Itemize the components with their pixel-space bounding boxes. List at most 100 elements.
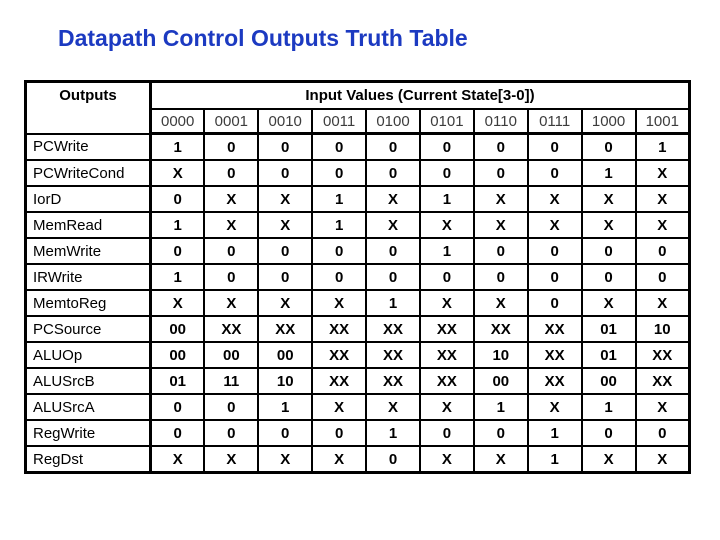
- value-cell: 0: [526, 159, 583, 187]
- value-cell: X: [634, 393, 691, 421]
- value-cell: 1: [472, 393, 529, 421]
- row-label: IorD: [24, 185, 152, 213]
- value-cell: 0: [580, 419, 637, 447]
- table-row: IRWrite 1 0 0 0 0 0 0 0 0 0: [24, 263, 691, 291]
- value-cell: 0: [634, 263, 691, 291]
- value-cell: XX: [634, 367, 691, 395]
- row-label: ALUSrcB: [24, 367, 152, 395]
- value-cell: 0: [526, 289, 583, 317]
- state-column-header: 0101: [418, 108, 475, 135]
- value-cell: X: [634, 289, 691, 317]
- state-column-header: 0110: [472, 108, 529, 135]
- value-cell: X: [257, 185, 314, 213]
- value-cell: 11: [203, 367, 260, 395]
- value-cell: 0: [472, 419, 529, 447]
- value-cell: 0: [257, 237, 314, 265]
- value-cell: 1: [365, 289, 421, 317]
- value-cell: 1: [311, 211, 368, 239]
- value-cell: 00: [257, 341, 314, 369]
- table-row: PCWrite 1 0 0 0 0 0 0 0 0 1: [24, 132, 691, 161]
- value-cell: X: [311, 289, 368, 317]
- value-cell: 0: [634, 237, 691, 265]
- value-cell: X: [149, 445, 206, 474]
- row-label: MemWrite: [24, 237, 152, 265]
- value-cell: 0: [203, 132, 260, 161]
- value-cell: 0: [149, 419, 206, 447]
- value-cell: 0: [311, 419, 368, 447]
- value-cell: 0: [472, 263, 529, 291]
- value-cell: 00: [203, 341, 260, 369]
- value-cell: 0: [311, 237, 368, 265]
- value-cell: XX: [311, 341, 368, 369]
- state-column-header: 0000: [149, 108, 206, 135]
- value-cell: XX: [311, 315, 368, 343]
- value-cell: X: [203, 445, 260, 474]
- value-cell: 1: [526, 419, 583, 447]
- value-cell: XX: [365, 341, 421, 369]
- value-cell: XX: [526, 367, 583, 395]
- state-column-header: 1000: [580, 108, 637, 135]
- value-cell: X: [257, 289, 314, 317]
- value-cell: 01: [580, 341, 637, 369]
- value-cell: X: [634, 159, 691, 187]
- row-label: MemRead: [24, 211, 152, 239]
- state-column-header: 0010: [257, 108, 314, 135]
- value-cell: 0: [365, 159, 421, 187]
- state-column-header: 0100: [365, 108, 421, 135]
- value-cell: X: [580, 211, 637, 239]
- value-cell: 01: [580, 315, 637, 343]
- value-cell: X: [311, 445, 368, 474]
- value-cell: X: [257, 445, 314, 474]
- value-cell: X: [580, 445, 637, 474]
- state-column-header: 0011: [311, 108, 368, 135]
- value-cell: 0: [365, 263, 421, 291]
- value-cell: X: [203, 289, 260, 317]
- value-cell: 0: [203, 419, 260, 447]
- value-cell: 0: [311, 263, 368, 291]
- value-cell: 1: [418, 185, 475, 213]
- value-cell: 00: [580, 367, 637, 395]
- value-cell: 0: [472, 132, 529, 161]
- value-cell: X: [418, 289, 475, 317]
- value-cell: X: [418, 445, 475, 474]
- value-cell: 0: [526, 132, 583, 161]
- row-label: RegDst: [24, 445, 152, 474]
- value-cell: XX: [526, 341, 583, 369]
- value-cell: X: [203, 211, 260, 239]
- truth-table: Outputs Input Values (Current State[3-0]…: [24, 80, 691, 474]
- value-cell: X: [634, 211, 691, 239]
- row-label: IRWrite: [24, 263, 152, 291]
- value-cell: X: [418, 393, 475, 421]
- value-cell: 01: [149, 367, 206, 395]
- table-row: MemWrite 0 0 0 0 0 1 0 0 0 0: [24, 237, 691, 265]
- state-column-header: 1001: [634, 108, 691, 135]
- value-cell: X: [472, 445, 529, 474]
- value-cell: XX: [257, 315, 314, 343]
- value-cell: X: [526, 393, 583, 421]
- value-cell: XX: [418, 315, 475, 343]
- value-cell: XX: [418, 367, 475, 395]
- table-row: PCSource 00 XX XX XX XX XX XX XX 01 10: [24, 315, 691, 343]
- value-cell: 1: [149, 263, 206, 291]
- value-cell: 0: [634, 419, 691, 447]
- value-cell: 1: [418, 237, 475, 265]
- row-label: PCWrite: [24, 132, 152, 161]
- value-cell: 0: [203, 237, 260, 265]
- table-header-row: Outputs Input Values (Current State[3-0]…: [24, 80, 691, 135]
- value-cell: 0: [580, 263, 637, 291]
- value-cell: 1: [365, 419, 421, 447]
- value-cell: 0: [203, 263, 260, 291]
- value-cell: 0: [526, 237, 583, 265]
- value-cell: 0: [472, 237, 529, 265]
- table-row: PCWriteCond X 0 0 0 0 0 0 0 1 X: [24, 159, 691, 187]
- value-cell: 0: [203, 393, 260, 421]
- table-row: RegDst X X X X 0 X X 1 X X: [24, 445, 691, 474]
- state-columns-row: 0000 0001 0010 0011 0100 0101 0110 0111 1000 1001: [26, 108, 691, 135]
- value-cell: X: [203, 185, 260, 213]
- value-cell: X: [311, 393, 368, 421]
- value-cell: 1: [311, 185, 368, 213]
- value-cell: 0: [257, 419, 314, 447]
- value-cell: 0: [580, 132, 637, 161]
- value-cell: 0: [203, 159, 260, 187]
